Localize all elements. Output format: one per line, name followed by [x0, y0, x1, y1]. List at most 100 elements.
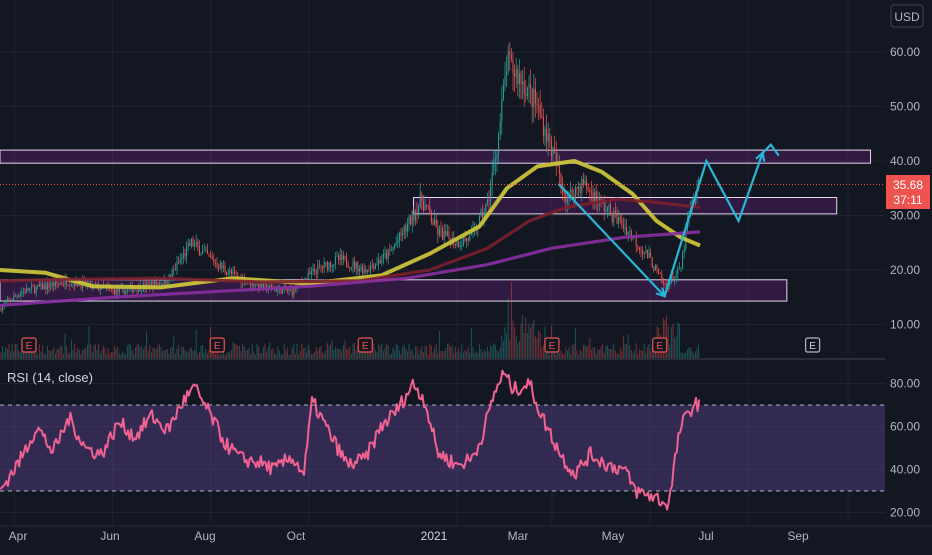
volume-bar: [229, 352, 231, 358]
candle-body: [558, 163, 560, 175]
time-tick-label: Sep: [787, 529, 809, 543]
volume-bar: [269, 342, 271, 358]
candle-body: [485, 204, 487, 214]
last-price-badge: [886, 175, 930, 209]
volume-bar: [618, 354, 620, 358]
candle-body: [539, 105, 541, 116]
volume-bar: [242, 344, 244, 358]
candle-body: [48, 282, 50, 288]
volume-bar: [3, 352, 5, 358]
candle-body: [674, 277, 676, 281]
earnings-marker: [21, 337, 37, 353]
candle-body: [438, 228, 440, 235]
candle-body: [374, 264, 376, 269]
volume-bar: [566, 350, 568, 358]
candle-body: [134, 289, 136, 291]
candle-body: [339, 254, 341, 260]
volume-bar: [78, 350, 80, 358]
volume-bar: [539, 332, 541, 358]
rsi-title[interactable]: RSI (14, close): [7, 370, 93, 385]
candle-body: [547, 133, 549, 142]
volume-bar: [698, 344, 700, 358]
time-tick-label: Aug: [194, 529, 215, 543]
candle-body: [520, 73, 522, 84]
volume-bar: [690, 347, 692, 358]
candle-body: [317, 264, 319, 274]
volume-bar: [374, 349, 376, 358]
volume-bar: [570, 354, 572, 358]
candle-body: [515, 69, 517, 77]
volume-bar: [0, 352, 2, 358]
volume-bar: [46, 345, 48, 358]
volume-bar: [107, 347, 109, 358]
volume-bar: [515, 336, 517, 358]
volume-bar: [694, 351, 696, 358]
volume-bar: [648, 344, 650, 358]
rsi-tick-label: 60.00: [890, 420, 920, 434]
candle-body: [422, 201, 424, 211]
volume-bar: [427, 354, 429, 358]
candle-body: [437, 227, 439, 235]
candle-body: [360, 266, 362, 269]
volume-bar: [558, 353, 560, 358]
volume-bar: [696, 348, 698, 358]
candle-body: [382, 253, 384, 261]
volume-bar: [8, 344, 10, 358]
volume-bar: [693, 353, 695, 358]
candle-body: [328, 262, 330, 270]
time-tick-label: Oct: [287, 529, 306, 543]
candle-body: [430, 213, 432, 222]
volume-bar: [48, 350, 50, 358]
candle-body: [0, 308, 2, 311]
volume-bar: [251, 344, 253, 358]
volume-bar: [600, 346, 602, 358]
candle-body: [563, 193, 565, 195]
candle-body: [194, 243, 196, 247]
candle-body: [147, 282, 149, 284]
volume-bar: [306, 352, 308, 358]
volume-bar: [432, 352, 434, 358]
candle-body: [459, 245, 461, 248]
volume-bar: [451, 345, 453, 358]
candle-body: [426, 204, 428, 206]
volume-bar: [538, 330, 540, 358]
candle-body: [141, 290, 143, 292]
volume-bar: [85, 348, 87, 358]
candle-body: [448, 231, 450, 239]
volume-bar: [560, 350, 562, 358]
candle-body: [482, 210, 484, 219]
volume-bar: [518, 340, 520, 358]
candle-body: [621, 219, 623, 226]
trend-line: [761, 143, 780, 157]
candle-body: [613, 210, 615, 222]
candle-body: [358, 268, 360, 272]
candle-body: [595, 191, 597, 202]
candle-body: [566, 199, 568, 203]
volume-bar: [232, 341, 234, 358]
volume-bar: [62, 354, 64, 358]
currency-button[interactable]: [890, 4, 924, 28]
candle-body: [582, 179, 584, 185]
candle-body: [2, 305, 4, 311]
candle-body: [498, 135, 500, 154]
volume-bar: [419, 349, 421, 358]
volume-bar: [546, 351, 548, 358]
candle-body: [229, 270, 231, 274]
candle-body: [150, 281, 152, 288]
time-tick-label: Jun: [100, 529, 119, 543]
trend-drawings[interactable]: [557, 143, 780, 298]
volume-bar: [429, 344, 431, 358]
volume-bar: [238, 345, 240, 358]
volume-bar: [2, 345, 4, 358]
candle-body: [381, 260, 383, 263]
support-resistance-zones[interactable]: [0, 149, 872, 302]
volume-bar: [296, 343, 298, 358]
volume-bar: [149, 345, 151, 358]
volume-bar: [491, 346, 493, 358]
volume-bar: [579, 349, 581, 358]
candle-body: [376, 264, 378, 266]
volume-bar: [166, 349, 168, 358]
